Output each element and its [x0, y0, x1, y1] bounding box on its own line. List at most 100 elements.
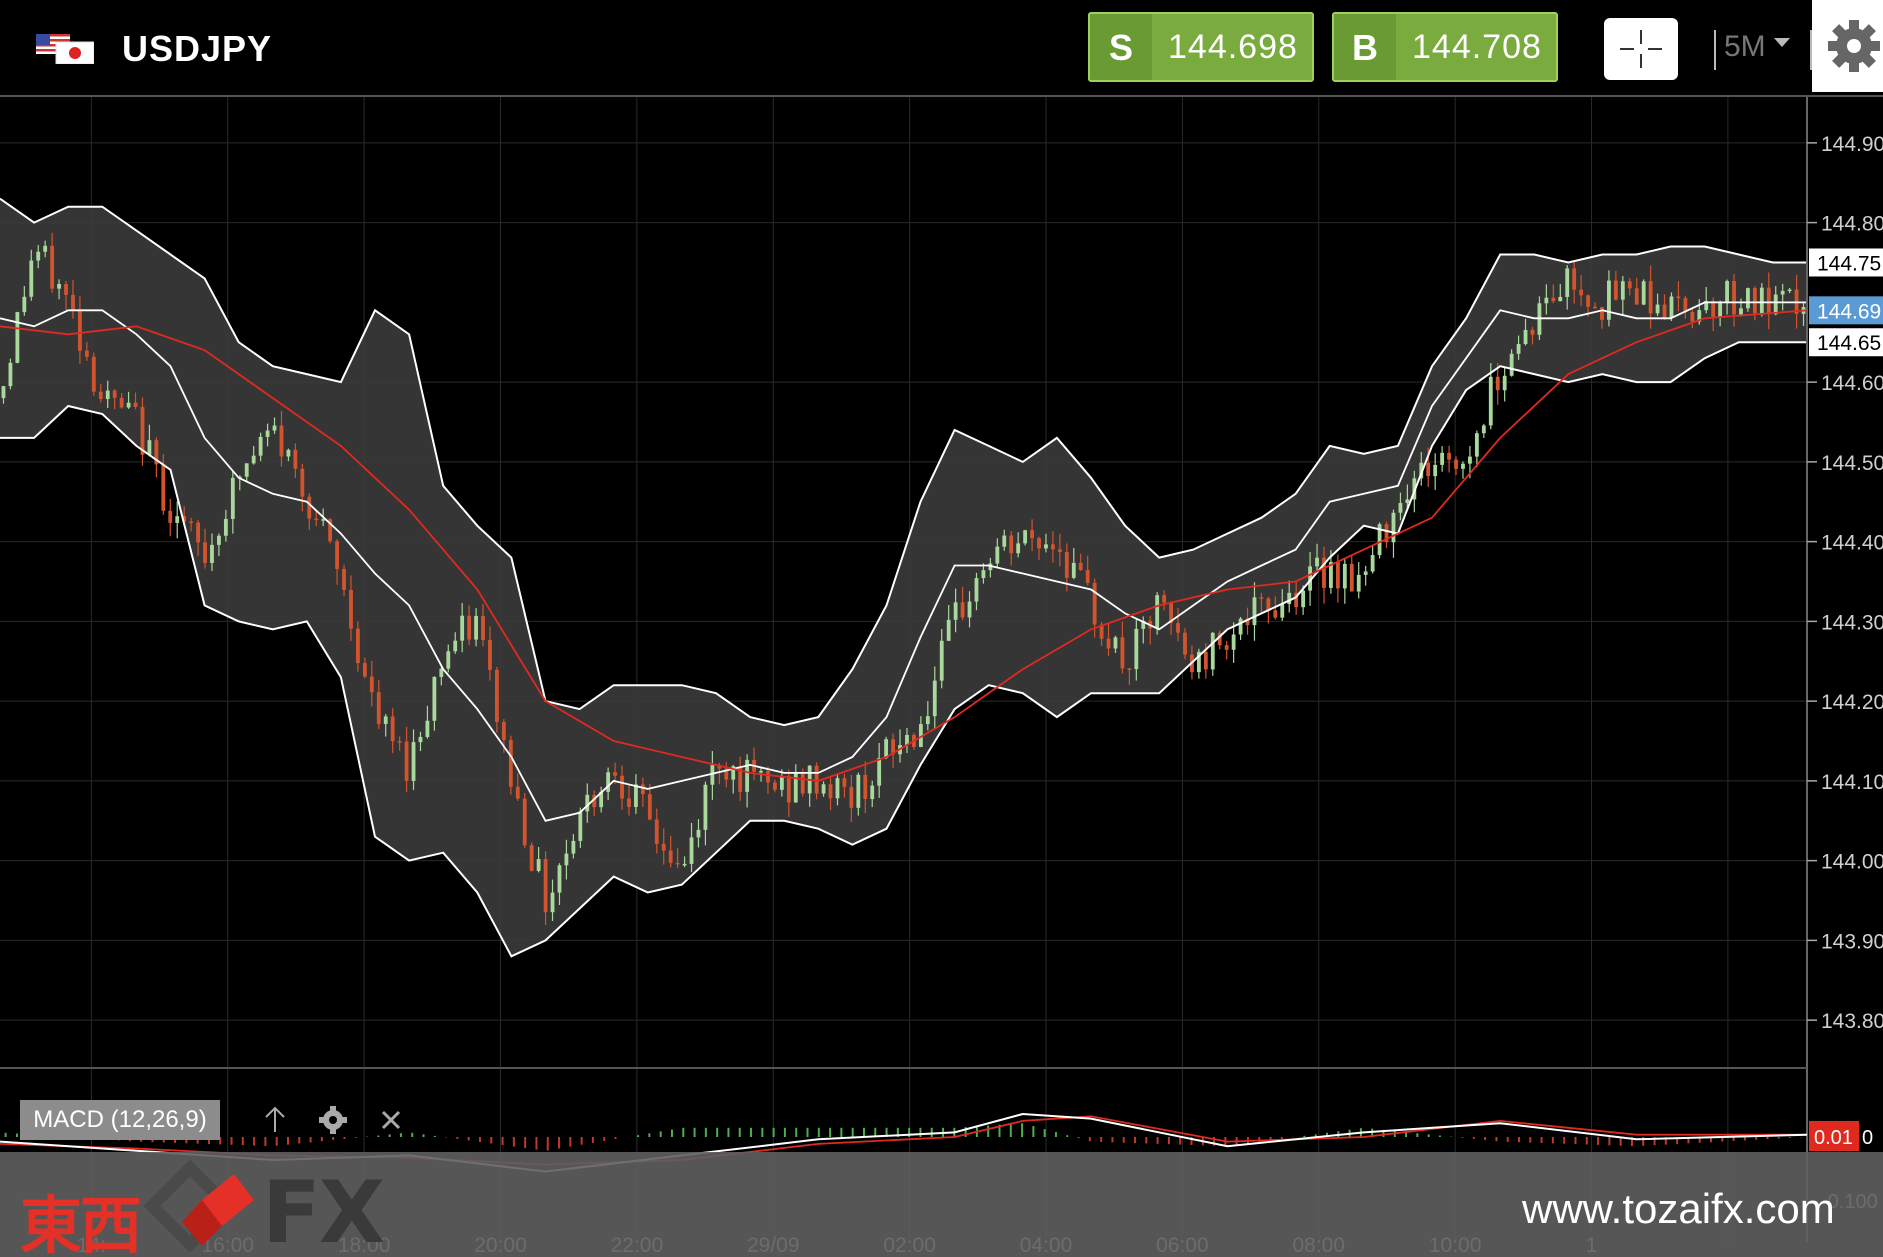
candle-body: [988, 563, 993, 571]
candle-body: [1, 386, 6, 399]
candle-body: [689, 837, 694, 864]
arrow-up-icon[interactable]: [258, 1100, 292, 1140]
candle-body: [1155, 595, 1160, 629]
candle-body: [1196, 651, 1201, 673]
candle-body: [1697, 310, 1702, 322]
y-tick-label: 144.90: [1821, 133, 1883, 156]
candle-body: [1162, 595, 1167, 603]
settings-button[interactable]: [1812, 0, 1883, 92]
candle-body: [1266, 598, 1271, 611]
candle-body: [1363, 571, 1368, 575]
candle-body: [613, 772, 617, 776]
candle-body: [1384, 524, 1389, 543]
candle-body: [1551, 297, 1556, 302]
candle-body: [495, 669, 499, 723]
candle-body: [432, 676, 437, 721]
candle-body: [1023, 530, 1028, 544]
candle-body: [1683, 298, 1688, 313]
candle-body: [564, 853, 569, 866]
candle-body: [488, 639, 492, 670]
candle-body: [1252, 597, 1257, 626]
candle-body: [91, 356, 96, 392]
macd-indicator-label[interactable]: MACD (12,26,9): [20, 1100, 220, 1140]
candle-body: [710, 765, 715, 785]
candle-body: [891, 739, 895, 755]
candle-body: [1725, 280, 1729, 304]
candle-body: [439, 668, 444, 677]
candle-body: [1620, 281, 1625, 300]
candle-body: [258, 436, 263, 456]
candle-body: [1544, 297, 1549, 304]
candle-body: [960, 602, 965, 618]
candle-body: [1183, 632, 1187, 655]
candle-body: [1113, 637, 1118, 649]
candle-body: [849, 786, 854, 808]
buy-button[interactable]: B 144.708: [1332, 12, 1558, 82]
close-icon[interactable]: [374, 1100, 408, 1140]
candle-body: [1516, 344, 1521, 354]
candle-body: [814, 765, 819, 794]
candle-body: [217, 535, 221, 545]
candle-body: [1120, 637, 1125, 669]
upper-band-line: [0, 197, 1807, 727]
candle-body: [1259, 597, 1264, 599]
candle-body: [557, 865, 562, 893]
candle-body: [154, 440, 159, 465]
logo-fx: FX: [262, 1163, 385, 1257]
candle-body: [661, 843, 666, 851]
candle-body: [1634, 288, 1639, 305]
candle-body: [1426, 462, 1431, 477]
candle-body: [884, 739, 889, 758]
candle-body: [1530, 329, 1535, 335]
sell-button[interactable]: S 144.698: [1088, 12, 1314, 82]
candle-body: [1106, 638, 1111, 649]
candle-body: [1051, 544, 1055, 550]
candle-body: [1391, 512, 1396, 543]
candle-body: [36, 251, 41, 261]
macd-gear-icon[interactable]: [316, 1100, 350, 1140]
candle-body: [1690, 312, 1695, 322]
candle-body: [536, 859, 541, 871]
y-tick-label: 144.20: [1821, 691, 1883, 714]
y-tick-label: 144.40: [1821, 532, 1883, 555]
candle-body: [1377, 524, 1382, 556]
candle-body: [418, 736, 423, 743]
candle-body: [362, 663, 367, 677]
bid-price-tag: [1809, 296, 1883, 325]
candle-body: [1210, 632, 1215, 670]
candle-body: [759, 770, 763, 773]
gear-icon: [1828, 20, 1880, 72]
candle-body: [1203, 651, 1208, 670]
candle-body: [1648, 281, 1653, 314]
candle-body: [244, 463, 249, 477]
candle-body: [1572, 268, 1577, 290]
sell-label: S: [1090, 14, 1152, 80]
candle-body: [105, 390, 110, 400]
candle-body: [1641, 281, 1646, 305]
candle-body: [675, 862, 680, 865]
candle-body: [1481, 425, 1486, 434]
candle-body: [1078, 562, 1083, 571]
timeframe-select[interactable]: 5M: [1714, 30, 1812, 70]
caret-down-icon: [1774, 38, 1790, 47]
candle-body: [1732, 280, 1736, 315]
crosshair-button[interactable]: [1604, 18, 1678, 80]
candle-body: [1739, 308, 1743, 315]
candle-body: [1294, 592, 1299, 608]
candle-body: [1746, 288, 1750, 309]
candle-body: [1245, 618, 1250, 626]
candle-body: [967, 601, 972, 618]
candle-body: [877, 757, 882, 786]
candle-body: [1468, 456, 1472, 464]
price-tag-label: 144.65: [1817, 332, 1881, 355]
candle-body: [932, 680, 937, 717]
candle-body: [1099, 624, 1104, 639]
bollinger-band-fill: [0, 198, 1807, 957]
y-tick-label: 144.00: [1821, 851, 1883, 874]
y-tick-label: 144.10: [1821, 771, 1883, 794]
candle-body: [272, 425, 277, 431]
candle-body: [1704, 301, 1709, 311]
band-price-tag: [1809, 328, 1883, 357]
